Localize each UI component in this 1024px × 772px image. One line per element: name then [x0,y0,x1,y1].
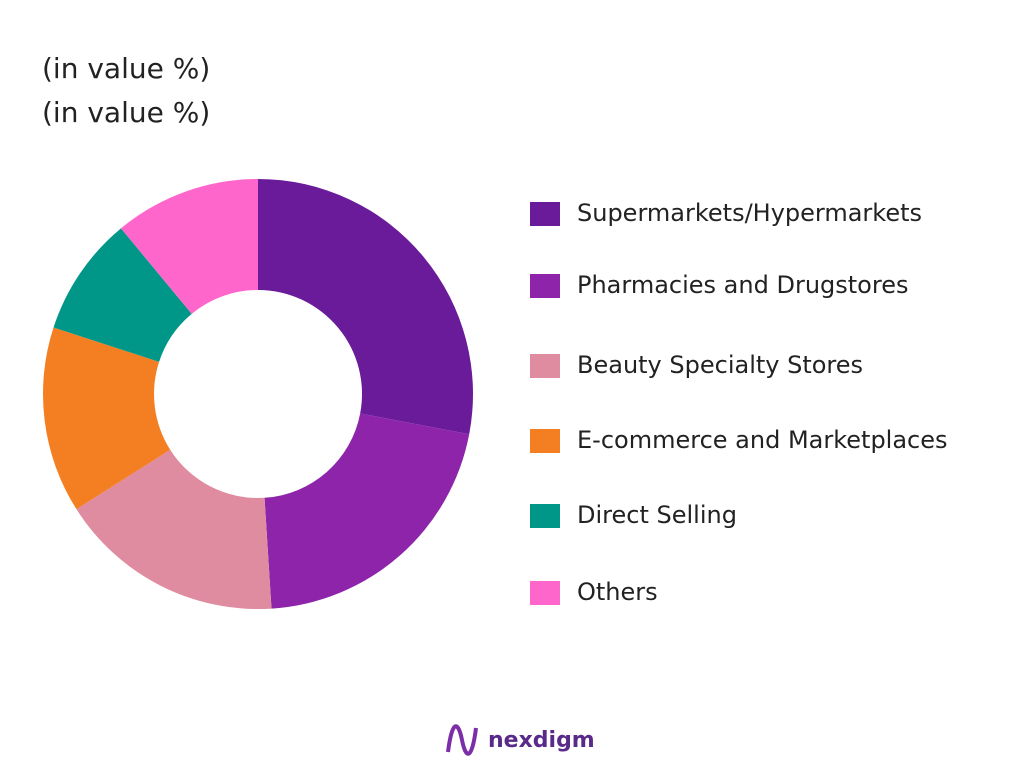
legend-label: Pharmacies and Drugstores [577,271,908,299]
legend-label: Others [577,578,658,606]
legend-swatch [530,429,560,453]
donut-slice [258,179,474,435]
donut-slice [53,228,192,362]
chart-title-line: (in value %) [42,52,210,85]
legend-swatch [530,581,560,605]
logo: nexdigm [446,724,595,756]
legend-swatch [530,354,560,378]
legend-swatch [530,202,560,226]
donut-slice [76,449,272,609]
legend-label: Direct Selling [577,501,737,529]
legend-label: Beauty Specialty Stores [577,351,863,379]
legend-label: E-commerce and Marketplaces [577,426,948,454]
donut-slice [120,179,258,314]
donut-slice [43,327,171,510]
logo-icon [446,724,478,756]
donut-slice [264,413,470,609]
chart-title-line: (in value %) [42,96,210,129]
legend-label: Supermarkets/Hypermarkets [577,199,922,227]
legend-swatch [530,504,560,528]
brand-name: nexdigm [488,728,595,753]
legend-swatch [530,274,560,298]
